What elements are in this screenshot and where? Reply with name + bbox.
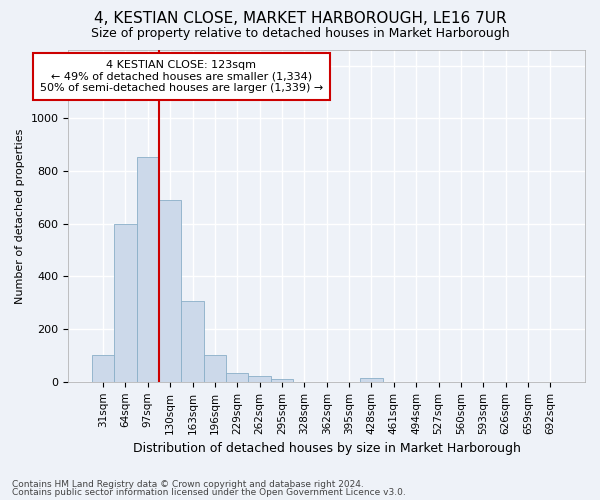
Text: 4 KESTIAN CLOSE: 123sqm
← 49% of detached houses are smaller (1,334)
50% of semi: 4 KESTIAN CLOSE: 123sqm ← 49% of detache… xyxy=(40,60,323,93)
Text: Contains HM Land Registry data © Crown copyright and database right 2024.: Contains HM Land Registry data © Crown c… xyxy=(12,480,364,489)
Bar xyxy=(92,356,114,382)
Text: 4, KESTIAN CLOSE, MARKET HARBOROUGH, LE16 7UR: 4, KESTIAN CLOSE, MARKET HARBOROUGH, LE1… xyxy=(94,11,506,26)
Bar xyxy=(248,376,271,382)
Bar xyxy=(159,200,181,382)
X-axis label: Distribution of detached houses by size in Market Harborough: Distribution of detached houses by size … xyxy=(133,442,521,455)
Bar xyxy=(204,356,226,382)
Bar xyxy=(360,378,383,382)
Bar xyxy=(114,224,137,382)
Text: Size of property relative to detached houses in Market Harborough: Size of property relative to detached ho… xyxy=(91,28,509,40)
Bar xyxy=(226,374,248,382)
Text: Contains public sector information licensed under the Open Government Licence v3: Contains public sector information licen… xyxy=(12,488,406,497)
Bar xyxy=(181,300,204,382)
Bar xyxy=(137,156,159,382)
Bar xyxy=(271,379,293,382)
Y-axis label: Number of detached properties: Number of detached properties xyxy=(15,128,25,304)
